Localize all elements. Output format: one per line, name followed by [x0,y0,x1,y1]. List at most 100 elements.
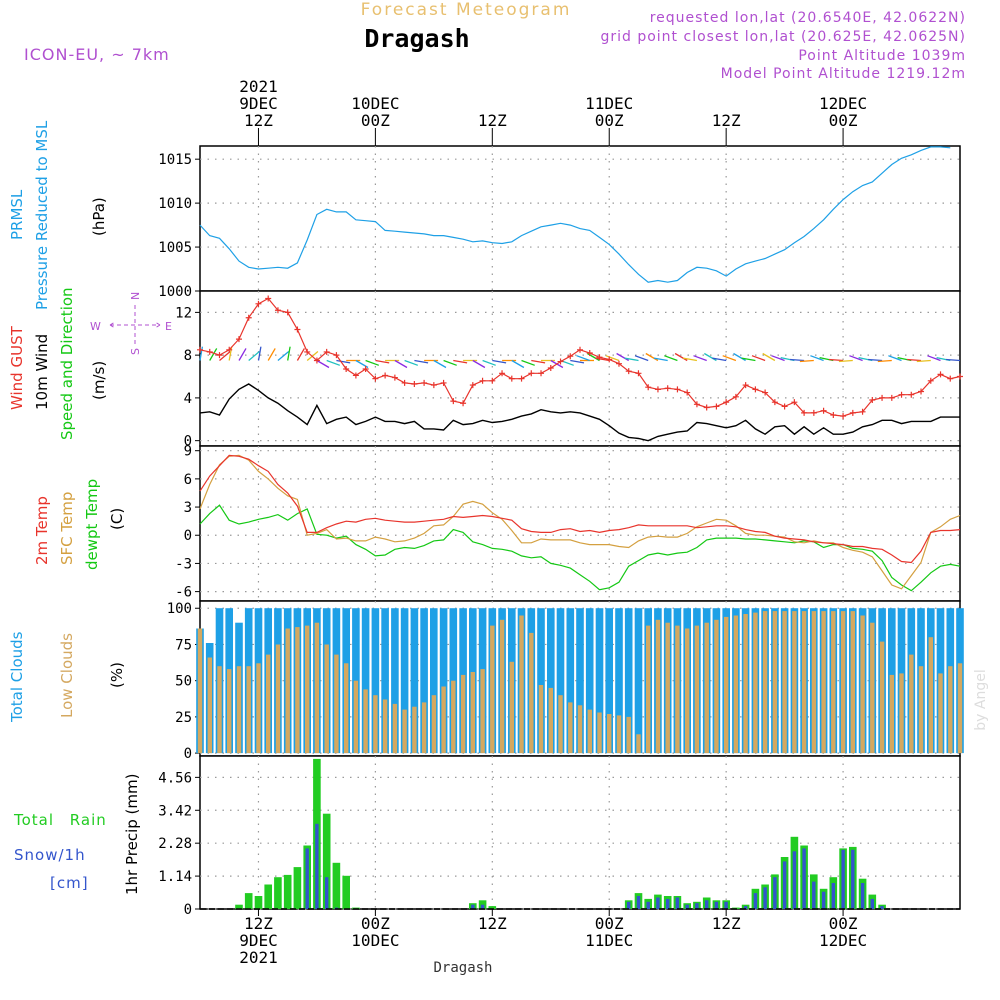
bar-low-clouds [811,611,817,754]
wind-arrow [267,348,276,361]
wind-arrow [199,346,204,361]
gust-marker [869,397,876,404]
bar-total-clouds [634,608,643,754]
xtick-top-label: 12Z [478,111,507,130]
xtick-bottom-label: 12Z [244,914,273,933]
gust-marker [771,399,778,406]
bar-low-clouds [353,680,359,754]
wind-arrow [316,359,330,369]
wind-arrow [790,358,805,362]
bar-total-clouds [566,608,575,754]
gust-marker [625,368,632,375]
gust-marker [849,409,856,416]
gust-marker [654,386,661,393]
gust-marker [957,373,963,380]
bar-snow [315,823,319,909]
wind-arrow [576,355,590,362]
bar-low-clouds [577,705,583,754]
bar-low-clouds [402,709,407,754]
gust-marker [235,336,242,343]
ytick-label-precip: 2.28 [158,836,192,852]
wind-arrow [741,357,756,362]
ytick-label-temperature: -3 [175,556,192,572]
wind-arrow [433,359,447,369]
bar-rain [254,896,263,909]
bar-low-clouds [616,715,622,754]
wind-arrow [722,355,737,362]
xtick-top-label: 00Z [595,111,624,130]
bar-low-clouds [227,669,232,754]
ytick-label-pressure: 1015 [158,152,192,168]
xtick-bottom-label: 9DEC [239,931,278,950]
wind-arrow [511,359,525,369]
watermark: by Angel [973,669,989,730]
bar-low-clouds [782,611,787,754]
ytick-label-wind: 4 [184,391,192,407]
wind-arrow [336,359,351,364]
gust-marker [391,374,398,381]
wind-arrow [482,359,496,366]
bar-snow [773,877,777,909]
unit-hpa: (hPa) [90,197,108,236]
gust-marker [206,348,213,355]
gust-marker [606,356,613,363]
wind-arrow [810,355,824,362]
gust-marker [820,407,827,414]
bar-snow [802,848,806,909]
gust-marker [567,353,574,360]
wind-arrow [829,358,844,362]
xtick-top-label: 00Z [829,111,858,130]
gust-marker [216,352,223,359]
bar-snow [636,896,641,909]
ytick-label-precip: 0 [184,902,192,918]
ytick-label-temperature: 3 [184,500,192,516]
bar-snow [705,900,709,909]
gust-marker [898,391,905,398]
xtick-bottom-label: 00Z [595,914,624,933]
bar-total-clouds [352,608,360,754]
wind-arrow [634,355,649,362]
label-snow-unit: [cm] [50,874,89,892]
bar-snow [627,901,631,909]
bar-low-clouds [392,703,398,754]
bar-low-clouds [753,612,758,754]
bar-low-clouds [344,663,349,754]
wind-arrow [838,359,853,363]
bar-low-clouds [870,622,875,754]
bar-low-clouds [850,611,855,754]
bar-snow [695,903,699,909]
bar-low-clouds [626,716,631,754]
ytick-label-precip: 1.14 [158,869,192,885]
gust-marker [596,354,603,361]
gust-marker [801,409,808,416]
xtick-bottom-label: 2021 [239,948,278,967]
wind-arrow [868,358,883,362]
label-gust: Wind GUST [8,325,26,410]
ytick-label-precip: 4.56 [158,770,192,786]
bar-low-clouds [431,695,437,754]
bar-rain [488,906,497,909]
gust-marker [372,375,379,382]
gust-marker [888,394,895,401]
wind-arrow [616,352,630,362]
wind-arrow [228,346,233,361]
series-prmsl [199,146,951,283]
wind-arrow [414,359,429,364]
bar-low-clouds [714,619,719,754]
gust-marker [840,413,847,420]
wind-arrow [653,357,668,362]
bar-low-clouds [772,611,778,754]
bar-total-clouds [381,608,389,754]
wind-arrow [916,359,931,363]
product-title: Forecast Meteogram [361,0,572,20]
bar-low-clouds [821,611,826,754]
gust-marker [615,360,622,367]
bar-snow [753,893,758,909]
wind-arrow [712,357,727,362]
gust-marker [693,401,700,408]
bar-total-clouds [371,608,380,754]
wind-arrow [443,359,457,366]
bar-low-clouds [256,663,261,754]
footer-location: Dragash [433,960,492,976]
